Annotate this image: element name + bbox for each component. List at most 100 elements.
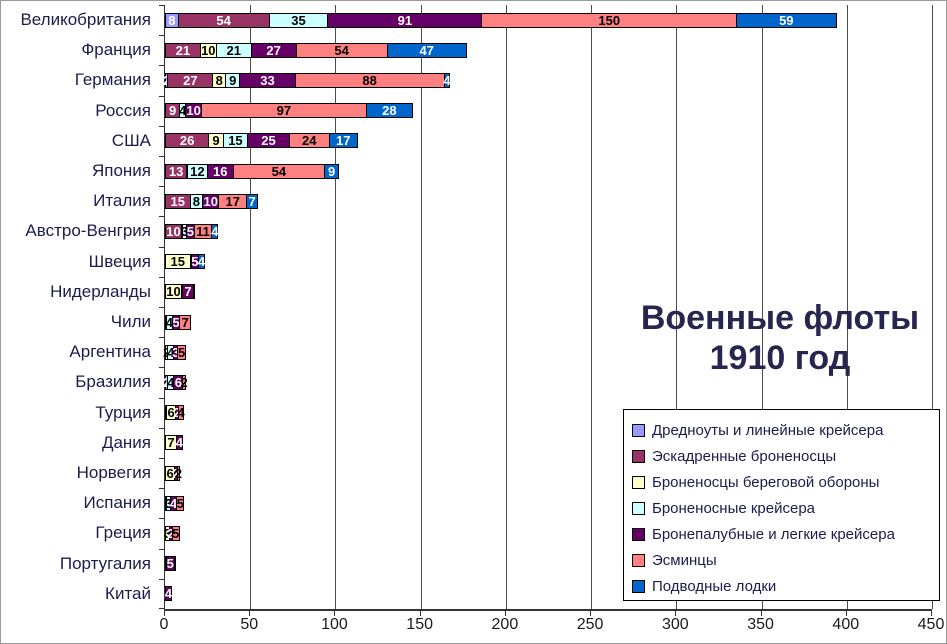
bar-segment: 9 [165, 103, 181, 119]
legend-swatch [632, 423, 645, 437]
y-axis-tick [159, 216, 164, 218]
bar-segment: 27 [250, 42, 297, 58]
bar-segment: 17 [328, 133, 358, 149]
legend-label: Эскадренные броненосцы [652, 447, 837, 465]
bar-segment-value: 15 [228, 133, 243, 149]
bar-segment-value: 15 [170, 254, 186, 270]
bar-row: 10 7 [165, 284, 195, 300]
category-label: Германия [74, 70, 151, 90]
bar-row: 5 [165, 556, 176, 572]
gridline [505, 5, 507, 609]
bar-segment-value: 54 [334, 42, 349, 58]
bar-segment-value: 8 [215, 73, 223, 88]
bar-segment-value: 5 [172, 526, 180, 541]
x-axis-tick [760, 611, 762, 616]
bar-segment: 47 [386, 42, 467, 58]
bar-segment: 150 [481, 12, 738, 28]
x-axis-label: 350 [747, 616, 774, 633]
bar-row: 2278933884 [163, 73, 451, 88]
legend-label: Бронепалубные и легкие крейсера [652, 525, 895, 543]
category-label: Нидерланды [50, 281, 151, 301]
bar-segment: 4 [176, 435, 183, 451]
legend: Дредноуты и линейные крейсера Эскадренные… [623, 409, 940, 601]
bar-segment: 13 [165, 163, 188, 179]
category-axis: Великобритания Франция Германия Россия США Яп… [1, 5, 157, 609]
bar-segment-value: 10 [166, 224, 181, 239]
category-label: Швеция [88, 251, 151, 271]
bar-segment: 4 [164, 586, 173, 602]
x-axis-tick [334, 611, 336, 616]
bar-segment-value: 13 [168, 163, 184, 179]
bar-segment: 24 [288, 133, 330, 149]
bar-segment-value: 97 [276, 103, 292, 119]
bar-segment-value: 2 [174, 465, 182, 481]
bar-segment-value: 4 [164, 586, 173, 602]
bar-segment-value: 10 [201, 42, 216, 58]
bar-segment-value: 11 [196, 224, 210, 239]
bar-row: 622 [165, 465, 182, 481]
bar-segment: 10 [165, 284, 183, 300]
bar-segment: 5 [171, 526, 181, 541]
y-axis-tick [159, 307, 164, 308]
bar-segment-value: 91 [397, 12, 413, 28]
bar-segment-value: 47 [419, 42, 434, 58]
legend-swatch [632, 449, 645, 463]
bar-segment-value: 26 [179, 133, 195, 149]
bar-row: 10 3 5 11 4 [165, 224, 218, 239]
bar-segment-value: 27 [183, 73, 198, 88]
bar-segment: 97 [201, 103, 367, 119]
bar-segment-value: 27 [266, 42, 281, 58]
bar-segment: 4 [197, 254, 206, 270]
bar-row: 9 4 10 97 28 [165, 103, 414, 119]
x-axis-tick [419, 611, 421, 616]
legend-label: Дредноуты и линейные крейсера [652, 421, 884, 439]
bar-segment: 59 [736, 12, 837, 28]
bar-segment-value: 4 [197, 254, 206, 270]
bar-segment: 2 [181, 375, 188, 390]
bar-segment: 5 [177, 344, 186, 360]
category-label: Турция [95, 402, 151, 422]
y-axis-tick [159, 518, 164, 520]
category-label: Великобритания [20, 10, 151, 29]
chart-title-line1: Военные флоты [640, 299, 920, 337]
bar-segment: 27 [167, 73, 214, 88]
bar-segment-value: 12 [190, 163, 205, 179]
bar-segment-value: 15 [170, 193, 186, 209]
bar-row: 13 12 16 54 9 [165, 163, 340, 179]
y-axis-tick [159, 186, 164, 188]
bar-row: 15 5 4 [165, 254, 206, 270]
x-axis-label: 150 [406, 616, 434, 633]
gridline [761, 5, 763, 609]
bar-row: 21 10 21 27 54 47 [165, 42, 467, 58]
category-label: Япония [91, 161, 151, 180]
category-label: США [111, 130, 151, 150]
category-label: Аргентина [69, 342, 151, 362]
legend-item: Дредноуты и линейные крейсера [632, 417, 935, 443]
category-label: Чили [110, 312, 151, 331]
bar-segment: 15 [165, 193, 191, 209]
bar-row: 624 [165, 405, 185, 421]
legend-swatch [632, 579, 645, 593]
y-axis-tick [159, 337, 164, 339]
bar-segment-value: 28 [382, 103, 397, 119]
bar-segment: 21 [165, 42, 201, 58]
bar-row: 2435 [163, 344, 186, 360]
y-axis-tick [159, 65, 164, 67]
bar-segment-value: 54 [216, 12, 231, 28]
category-label: Испания [83, 493, 151, 513]
category-label: Китай [105, 583, 151, 603]
bar-segment: 4 [177, 405, 185, 421]
bar-segment-value: 10 [203, 193, 218, 209]
chart-title: Военные флоты 1910 год [619, 298, 941, 378]
bar-segment-value: 16 [213, 163, 228, 179]
bar-segment: 12 [187, 163, 208, 179]
legend-item: Эсминцы [632, 547, 935, 573]
bar-segment: 16 [206, 163, 234, 179]
gridline [250, 5, 252, 609]
bar-segment: 88 [294, 73, 445, 88]
x-axis-label: 450 [917, 616, 945, 633]
gridline [846, 5, 848, 609]
legend-item: Эскадренные броненосцы [632, 443, 935, 469]
bar-segment: 33 [239, 73, 296, 88]
